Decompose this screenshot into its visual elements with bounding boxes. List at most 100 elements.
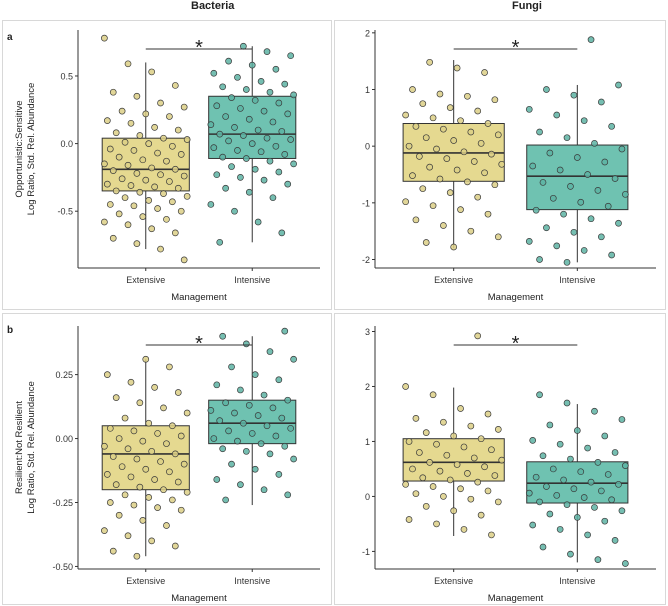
data-point-extensive: [477, 139, 485, 147]
data-point-extensive: [174, 389, 182, 396]
y-tick-label: -1: [362, 547, 370, 557]
data-point-extensive: [169, 142, 176, 150]
data-point-intensive: [245, 115, 253, 123]
data-point-extensive: [488, 531, 495, 539]
data-point-intensive: [269, 404, 277, 412]
data-point-intensive: [597, 233, 605, 241]
data-point-extensive: [163, 522, 170, 529]
data-point-intensive: [234, 437, 241, 445]
box-intensive: [208, 95, 297, 159]
data-point-extensive: [467, 422, 475, 430]
data-point-intensive: [207, 121, 215, 129]
data-point-intensive: [242, 86, 250, 93]
data-point-extensive: [151, 476, 158, 483]
data-point-extensive: [450, 243, 458, 251]
data-point-extensive: [498, 456, 506, 464]
data-point-extensive: [498, 160, 506, 168]
data-point-extensive: [177, 151, 185, 158]
data-point-extensive: [436, 175, 444, 183]
data-point-extensive: [494, 426, 502, 433]
data-point-intensive: [266, 348, 274, 355]
data-point-extensive: [180, 256, 188, 264]
data-point-intensive: [234, 73, 241, 81]
data-point-intensive: [573, 154, 581, 161]
data-point-extensive: [433, 440, 440, 448]
data-point-extensive: [474, 332, 482, 340]
data-point-extensive: [106, 499, 114, 506]
data-point-intensive: [536, 256, 543, 263]
data-point-extensive: [422, 134, 430, 142]
data-point-extensive: [109, 88, 117, 96]
data-point-intensive: [287, 136, 295, 143]
data-point-intensive: [570, 91, 578, 99]
data-point-extensive: [121, 138, 129, 146]
data-point-intensive: [539, 179, 547, 186]
data-point-extensive: [177, 506, 185, 514]
data-point-extensive: [494, 131, 502, 139]
data-point-intensive: [263, 48, 271, 55]
data-point-extensive: [171, 82, 179, 89]
y-tick-label: -0.25: [52, 498, 73, 508]
data-point-intensive: [546, 149, 554, 157]
y-tick-label: -0.50: [52, 562, 73, 572]
x-axis-title: Management: [488, 593, 544, 604]
data-point-intensive: [611, 449, 619, 456]
data-point-extensive: [453, 166, 461, 174]
data-point-extensive: [174, 126, 182, 134]
y-axis-title-line: Log Ratio, Std. Rel. Abundance: [26, 381, 37, 514]
data-point-intensive: [260, 107, 268, 115]
data-point-intensive: [216, 238, 224, 246]
data-point-extensive: [494, 498, 502, 506]
data-point-extensive: [115, 511, 123, 519]
data-point-intensive: [281, 327, 289, 335]
data-point-intensive: [222, 113, 229, 120]
data-point-intensive: [529, 521, 537, 529]
data-point-intensive: [563, 501, 571, 509]
data-point-intensive: [601, 432, 609, 440]
data-point-intensive: [525, 489, 533, 497]
data-point-extensive: [118, 463, 126, 471]
data-point-extensive: [426, 163, 434, 171]
data-point-extensive: [124, 445, 132, 453]
data-point-extensive: [139, 437, 147, 445]
data-point-intensive: [577, 468, 585, 476]
data-point-extensive: [133, 552, 141, 560]
data-point-intensive: [580, 494, 588, 501]
data-point-intensive: [546, 510, 554, 518]
data-point-extensive: [136, 132, 144, 139]
significance-marker: *: [195, 37, 203, 59]
data-point-extensive: [416, 153, 423, 160]
data-point-intensive: [257, 78, 265, 85]
data-point-intensive: [529, 162, 537, 170]
data-point-intensive: [242, 447, 250, 455]
data-point-intensive: [608, 496, 615, 504]
data-point-extensive: [412, 122, 420, 130]
data-point-extensive: [103, 471, 111, 478]
data-point-intensive: [601, 517, 609, 525]
data-point-extensive: [127, 119, 135, 127]
data-point-extensive: [405, 516, 413, 523]
data-point-extensive: [464, 178, 471, 186]
data-point-intensive: [553, 242, 561, 250]
box-extensive: [402, 438, 505, 482]
data-point-intensive: [237, 481, 244, 488]
data-point-extensive: [446, 476, 454, 484]
data-point-intensive: [228, 94, 235, 101]
data-point-extensive: [474, 478, 482, 486]
data-point-extensive: [453, 64, 461, 72]
data-point-intensive: [591, 407, 598, 415]
y-tick-label: 0: [365, 142, 370, 152]
data-point-extensive: [127, 182, 135, 189]
data-point-extensive: [177, 432, 185, 440]
data-point-extensive: [145, 197, 153, 204]
data-point-intensive: [284, 491, 292, 499]
data-point-extensive: [154, 205, 161, 212]
data-point-extensive: [464, 92, 471, 100]
data-point-intensive: [567, 550, 574, 558]
data-point-extensive: [160, 190, 167, 197]
data-point-intensive: [563, 399, 571, 407]
data-point-intensive: [263, 422, 271, 430]
y-tick-label: 1: [365, 85, 370, 95]
data-point-intensive: [269, 118, 277, 126]
